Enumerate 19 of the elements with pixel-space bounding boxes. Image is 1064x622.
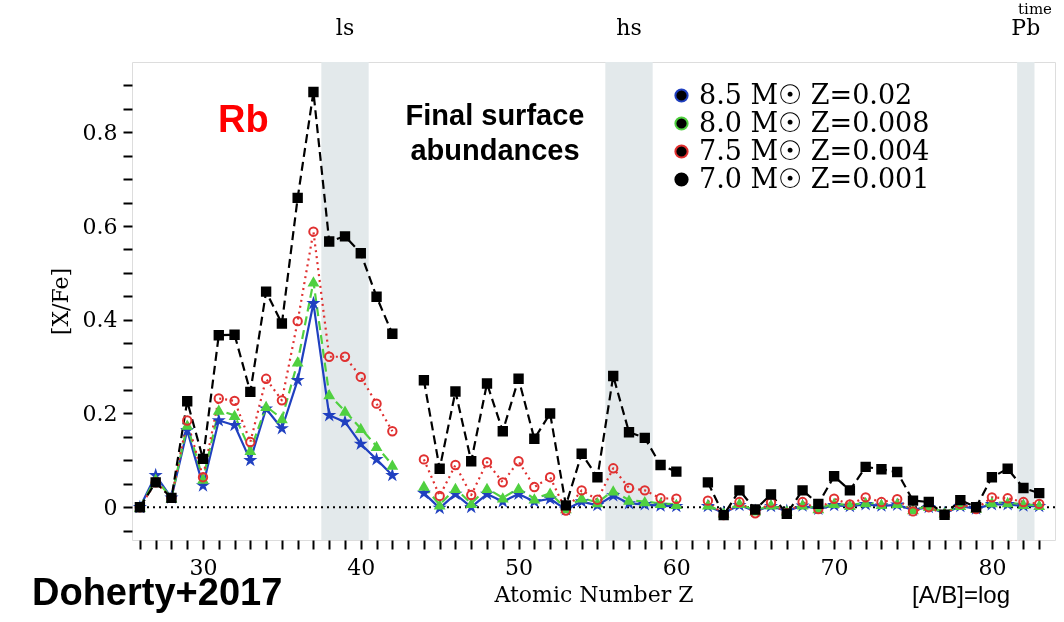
band-label: Pb bbox=[1011, 15, 1041, 40]
y-tick-label: 0.4 bbox=[82, 307, 118, 333]
x-axis-title: Atomic Number Z bbox=[493, 581, 694, 607]
annotation: Rb bbox=[218, 98, 269, 140]
text: time bbox=[1018, 0, 1053, 18]
x-tick-label: 70 bbox=[820, 554, 849, 580]
annotation: Final surface abundances bbox=[405, 99, 585, 166]
x-tick-label: 40 bbox=[347, 554, 376, 580]
x-tick-label: 50 bbox=[505, 554, 534, 580]
y-tick-label: 0.6 bbox=[82, 213, 118, 239]
band-label: hs bbox=[616, 15, 642, 40]
x-tick-label: 80 bbox=[978, 554, 1007, 580]
y-tick-label: 0.2 bbox=[82, 400, 118, 426]
y-axis-title: [X/Fe] bbox=[47, 267, 73, 336]
y-tick-label: 0 bbox=[103, 494, 118, 520]
band-label: ls bbox=[335, 15, 355, 40]
y-tick-label: 0.8 bbox=[82, 119, 118, 145]
x-tick-label: 60 bbox=[662, 554, 691, 580]
text: [A/B]=log bbox=[912, 581, 1011, 608]
